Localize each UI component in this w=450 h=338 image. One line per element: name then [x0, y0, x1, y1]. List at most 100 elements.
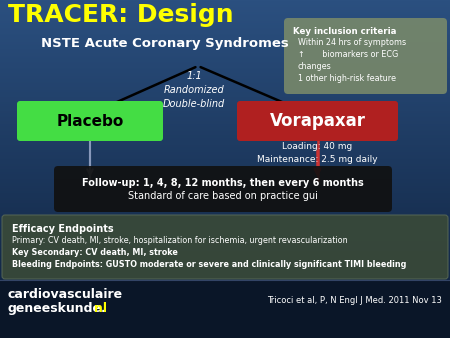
- Bar: [0, 204, 450, 205]
- Bar: [0, 15, 450, 16]
- Bar: [0, 235, 450, 236]
- Bar: [0, 98, 450, 99]
- Bar: [0, 190, 450, 191]
- Bar: [0, 263, 450, 264]
- Bar: [0, 51, 450, 52]
- Bar: [0, 80, 450, 81]
- Bar: [0, 286, 450, 287]
- Bar: [0, 336, 450, 337]
- Bar: [0, 47, 450, 48]
- Bar: [0, 212, 450, 213]
- Bar: [0, 181, 450, 182]
- Bar: [0, 31, 450, 32]
- Bar: [0, 112, 450, 113]
- Bar: [0, 55, 450, 56]
- Bar: [0, 206, 450, 207]
- Bar: [0, 261, 450, 262]
- Text: Within 24 hrs of symptoms: Within 24 hrs of symptoms: [298, 38, 406, 47]
- Bar: [0, 274, 450, 275]
- Bar: [0, 220, 450, 221]
- Text: Loading: 40 mg
Maintenance: 2.5 mg daily: Loading: 40 mg Maintenance: 2.5 mg daily: [257, 142, 378, 164]
- Bar: [0, 262, 450, 263]
- Bar: [0, 175, 450, 176]
- Bar: [0, 92, 450, 93]
- Bar: [0, 100, 450, 101]
- Bar: [0, 46, 450, 47]
- Bar: [0, 85, 450, 86]
- Bar: [0, 101, 450, 102]
- Text: NSTE Acute Coronary Syndromes: NSTE Acute Coronary Syndromes: [41, 37, 289, 49]
- Text: Tricoci et al, P, N Engl J Med. 2011 Nov 13: Tricoci et al, P, N Engl J Med. 2011 Nov…: [267, 296, 442, 305]
- Bar: [0, 49, 450, 50]
- Bar: [0, 265, 450, 266]
- Bar: [0, 316, 450, 317]
- Bar: [0, 314, 450, 315]
- Bar: [0, 185, 450, 186]
- Bar: [0, 103, 450, 104]
- Bar: [0, 44, 450, 45]
- Bar: [0, 166, 450, 167]
- Bar: [0, 168, 450, 169]
- Bar: [0, 195, 450, 196]
- Bar: [0, 29, 450, 30]
- Text: TRACER: Design: TRACER: Design: [8, 3, 234, 27]
- Bar: [0, 271, 450, 272]
- Bar: [0, 213, 450, 214]
- Bar: [0, 260, 450, 261]
- Bar: [0, 69, 450, 70]
- Bar: [0, 331, 450, 332]
- Bar: [0, 159, 450, 160]
- Bar: [0, 311, 450, 312]
- Bar: [0, 90, 450, 91]
- Bar: [0, 205, 450, 206]
- Text: Key inclusion criteria: Key inclusion criteria: [293, 27, 396, 36]
- Text: Key Secondary: CV death, MI, stroke: Key Secondary: CV death, MI, stroke: [12, 248, 178, 257]
- Bar: [0, 71, 450, 72]
- Bar: [0, 56, 450, 57]
- Bar: [0, 52, 450, 53]
- Bar: [0, 210, 450, 211]
- Text: 1:1
Randomized
Double-blind: 1:1 Randomized Double-blind: [163, 71, 225, 109]
- Bar: [0, 86, 450, 87]
- Text: nl: nl: [94, 302, 107, 315]
- Bar: [0, 10, 450, 11]
- Bar: [0, 239, 450, 240]
- Bar: [0, 335, 450, 336]
- Bar: [0, 229, 450, 230]
- Bar: [0, 326, 450, 327]
- Bar: [0, 233, 450, 234]
- Bar: [0, 129, 450, 130]
- Bar: [0, 48, 450, 49]
- Bar: [0, 268, 450, 269]
- Bar: [0, 26, 450, 27]
- Bar: [0, 276, 450, 277]
- Bar: [0, 97, 450, 98]
- Bar: [0, 157, 450, 158]
- Bar: [0, 313, 450, 314]
- Bar: [0, 236, 450, 237]
- Bar: [0, 310, 450, 311]
- Bar: [0, 81, 450, 82]
- Bar: [0, 308, 450, 309]
- Bar: [0, 245, 450, 246]
- Bar: [0, 9, 450, 10]
- Bar: [0, 250, 450, 251]
- Bar: [0, 45, 450, 46]
- Bar: [0, 120, 450, 121]
- Bar: [0, 95, 450, 96]
- Bar: [0, 188, 450, 189]
- Bar: [0, 11, 450, 12]
- Bar: [0, 285, 450, 286]
- Bar: [0, 214, 450, 215]
- Bar: [0, 132, 450, 133]
- Bar: [0, 228, 450, 229]
- Bar: [0, 227, 450, 228]
- Bar: [0, 275, 450, 276]
- Bar: [0, 113, 450, 114]
- Bar: [0, 116, 450, 117]
- Bar: [0, 78, 450, 79]
- Bar: [0, 124, 450, 125]
- Bar: [0, 24, 450, 25]
- Bar: [0, 199, 450, 200]
- Bar: [0, 2, 450, 3]
